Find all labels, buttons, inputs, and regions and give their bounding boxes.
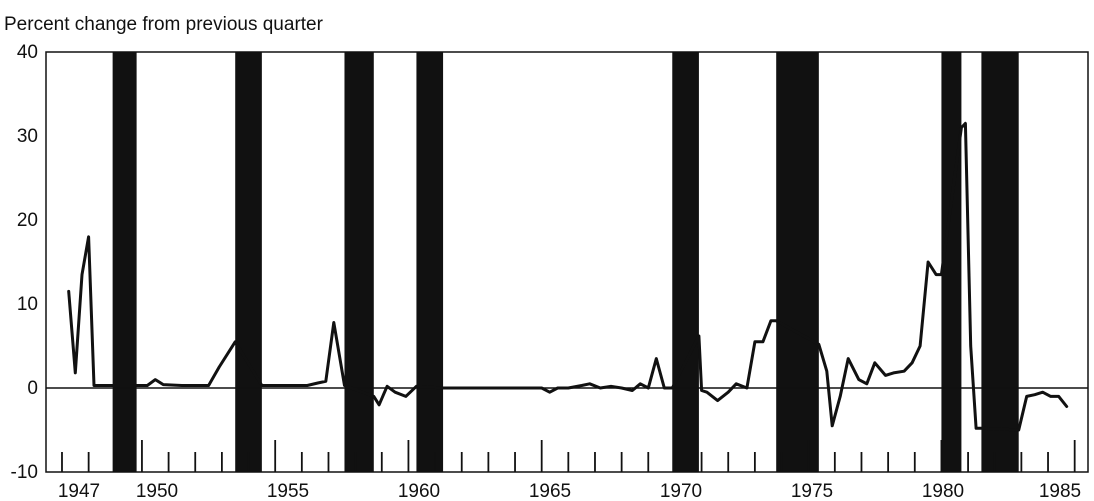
y-axis-label: Percent change from previous quarter — [4, 14, 324, 35]
recession-bar-2 — [235, 52, 262, 472]
x-tick-label-1975: 1975 — [791, 481, 833, 501]
y-tick-label-neg10: -10 — [11, 462, 38, 483]
recession-bars — [112, 52, 1019, 472]
y-tick-label-40: 40 — [17, 42, 38, 63]
series-line — [67, 121, 1069, 432]
recession-bar-8 — [981, 52, 1019, 472]
y-tick-label-30: 30 — [17, 126, 38, 147]
x-tick-label-1947: 1947 — [58, 481, 100, 501]
recession-bar-5 — [672, 52, 699, 472]
recession-bar-3 — [344, 52, 374, 472]
recession-bar-1 — [112, 52, 137, 472]
x-tick-label-1955: 1955 — [267, 481, 309, 501]
x-tick-label-1965: 1965 — [529, 481, 571, 501]
x-axis-ticks — [61, 440, 1076, 472]
x-tick-label-1970: 1970 — [660, 481, 702, 501]
plot-frame — [45, 51, 1089, 473]
recession-bar-6 — [776, 52, 819, 472]
x-tick-label-1985: 1985 — [1039, 481, 1081, 501]
x-tick-label-1950: 1950 — [136, 481, 178, 501]
y-tick-label-0: 0 — [27, 378, 38, 399]
x-tick-label-1960: 1960 — [398, 481, 440, 501]
y-tick-label-10: 10 — [17, 294, 38, 315]
recession-bar-4 — [416, 52, 444, 472]
y-tick-label-20: 20 — [17, 210, 38, 231]
x-tick-label-1980: 1980 — [922, 481, 964, 501]
